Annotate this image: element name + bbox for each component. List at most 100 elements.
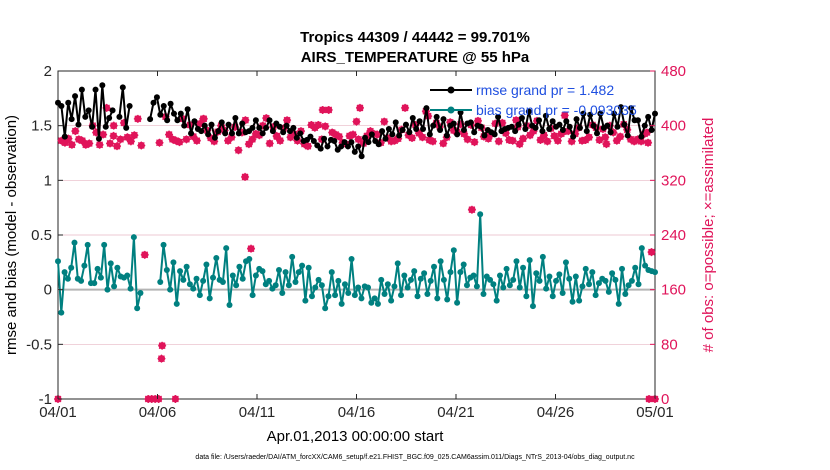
rmse-point: [508, 123, 515, 130]
rmse-point: [263, 124, 270, 131]
rmse-point: [184, 106, 191, 113]
rmse-point: [232, 115, 239, 122]
rmse-point: [92, 86, 99, 93]
bias-point: [81, 262, 88, 269]
x-tick-label: 04/26: [537, 404, 575, 421]
rmse-point: [259, 130, 266, 137]
bias-point: [134, 305, 141, 312]
bias-point: [595, 280, 602, 287]
obs-possible-marker: [473, 116, 482, 125]
rmse-point: [276, 123, 283, 130]
bias-point: [546, 273, 553, 280]
obs-assimilated-cross: [585, 133, 594, 142]
bias-point: [371, 295, 378, 302]
rmse-point: [454, 131, 461, 138]
rmse-point: [617, 104, 624, 111]
rmse-point: [235, 130, 242, 137]
rmse-point: [594, 130, 601, 137]
obs-assimilated-marker: [467, 205, 476, 214]
rmse-point: [399, 127, 406, 134]
obs-assimilated-cross: [418, 133, 427, 142]
obs-assimilated-cross: [231, 123, 240, 132]
x-tick-label: 04/11: [239, 404, 275, 421]
rmse-point: [351, 148, 358, 155]
obs-assimilated-cross: [328, 128, 337, 137]
bias-point: [414, 293, 421, 300]
obs-marker-cross: [109, 121, 118, 130]
obs-assimilated-cross: [182, 135, 191, 144]
obs-possible-marker: [355, 103, 364, 112]
bias-point: [612, 276, 619, 283]
rmse-point: [532, 124, 539, 131]
obs-assimilated-marker: [645, 395, 654, 403]
obs-possible-marker: [380, 117, 389, 126]
obs-assimilated-cross: [439, 139, 448, 148]
obs-assimilated-cross: [355, 103, 364, 112]
rmse-point: [181, 122, 188, 129]
rmse-point: [174, 117, 181, 124]
rmse-point: [228, 130, 235, 137]
obs-assimilated-cross: [373, 130, 382, 139]
bias-point: [97, 274, 104, 281]
obs-assimilated-cross: [140, 250, 149, 259]
obs-assimilated-marker: [601, 133, 610, 142]
rmse-point: [433, 113, 440, 120]
obs-assimilated-cross: [109, 131, 118, 140]
series: [54, 82, 659, 403]
obs-assimilated-cross: [408, 133, 417, 142]
rmse-point: [402, 121, 409, 128]
bias-point: [652, 269, 658, 276]
rmse-point: [153, 94, 160, 101]
obs-marker-cross: [601, 133, 610, 142]
obs-assimilated-cross: [331, 130, 340, 139]
rmse-point: [590, 122, 597, 129]
bias-point: [282, 269, 289, 276]
bias-point: [173, 300, 180, 307]
ticks: 04/01 04/06 04/11 04/16 04/21 04/26 05/01 -1 -0.…: [26, 63, 686, 421]
bias-point: [619, 265, 626, 272]
obs-possible-marker: [602, 140, 611, 149]
obs-possible-marker: [137, 141, 146, 150]
obs-assimilated-cross: [279, 124, 288, 133]
obs-assimilated-cross: [550, 131, 559, 140]
obs-assimilated-cross: [189, 132, 198, 141]
rmse-point: [157, 111, 164, 118]
obs-assimilated-cross: [293, 136, 302, 145]
obs-assimilated-cross: [425, 136, 434, 145]
rmse-point: [290, 124, 297, 131]
bias-point: [299, 262, 306, 269]
bias-point: [487, 276, 494, 283]
bias-point: [516, 284, 523, 291]
bias-point: [401, 272, 408, 279]
obs-assimilated-cross: [526, 131, 535, 140]
rmse-point: [119, 84, 126, 91]
bias-point: [233, 282, 240, 289]
obs-assimilated-cross: [564, 127, 573, 136]
y-tick-label: 2: [44, 63, 52, 80]
obs-possible-marker: [335, 132, 344, 141]
y-tick-label: 1.5: [31, 118, 52, 135]
obs-possible-marker: [321, 122, 330, 131]
obs-assimilated-cross: [626, 135, 635, 144]
rmse-point: [102, 123, 109, 130]
rmse-point: [78, 86, 85, 93]
rmse-point: [389, 131, 396, 138]
rmse-point: [423, 105, 430, 112]
bias-point: [203, 261, 210, 268]
y-axis-label: rmse and bias (model - observation): [3, 115, 20, 355]
bias-point: [559, 289, 566, 296]
obs-assimilated-cross: [536, 136, 545, 145]
rmse-point: [68, 116, 75, 123]
bias-point: [200, 277, 207, 284]
legend-rmse-marker: [447, 86, 455, 94]
obs-possible-marker: [71, 127, 80, 136]
rmse-point: [218, 119, 225, 126]
rmse-point: [570, 133, 577, 140]
obs-assimilated-cross: [251, 129, 260, 138]
rmse-point: [341, 139, 348, 146]
y2-tick-label: 320: [661, 172, 686, 189]
legend-rmse-label: rmse grand pr = 1.482: [476, 82, 614, 98]
obs-possible-marker: [85, 139, 94, 148]
bias-point: [186, 281, 193, 288]
obs-assimilated-cross: [175, 138, 184, 147]
